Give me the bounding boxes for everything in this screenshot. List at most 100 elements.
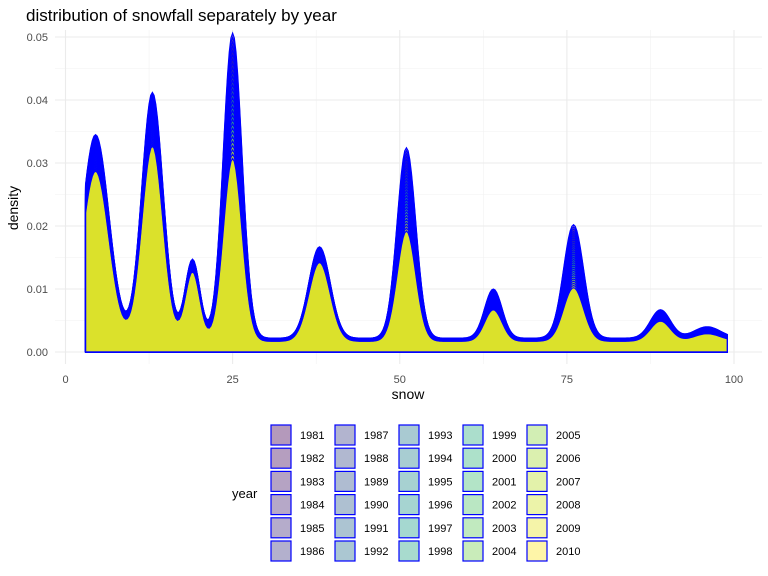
legend-swatch-2003 (462, 517, 484, 539)
legend-key-bg (398, 540, 420, 562)
legend-swatch-1984 (270, 494, 292, 516)
y-tick-label: 0.01 (27, 284, 48, 296)
legend-label-1983: 1983 (300, 476, 324, 488)
legend-swatch-1988 (334, 447, 356, 469)
legend-label-2010: 2010 (556, 546, 580, 558)
legend-label-2009: 2009 (556, 523, 580, 535)
x-axis-title: snow (392, 386, 426, 402)
legend-key-bg (398, 447, 420, 470)
x-tick-label: 25 (227, 374, 239, 386)
density-area-2010 (84, 144, 728, 353)
legend-label-2004: 2004 (492, 546, 516, 558)
legend-label-2005: 2005 (556, 430, 580, 442)
legend-label-1994: 1994 (428, 453, 452, 465)
legend-swatch-1983 (270, 470, 292, 492)
legend-label-1982: 1982 (300, 453, 324, 465)
legend-label-2008: 2008 (556, 500, 580, 512)
legend-swatch-1993 (398, 424, 420, 446)
legend-label-1999: 1999 (492, 430, 516, 442)
legend-key-bg (526, 516, 548, 539)
legend-key-bg (270, 470, 292, 493)
legend-label-1985: 1985 (300, 523, 324, 535)
x-tick-label: 50 (394, 374, 406, 386)
legend-label-2006: 2006 (556, 453, 580, 465)
axis-layer: 0 25 50 75 100 0.00 0.01 0.02 0.03 0.04 0.05 (27, 32, 744, 386)
legend-swatch-2007 (526, 470, 548, 492)
legend-swatch-1991 (334, 517, 356, 539)
legend-label-1989: 1989 (364, 476, 388, 488)
legend-label-2001: 2001 (492, 476, 516, 488)
legend-swatch-2009 (526, 517, 548, 539)
legend-swatch-1987 (334, 424, 356, 446)
density-layer (84, 31, 728, 353)
legend-label-2000: 2000 (492, 453, 516, 465)
legend-swatch-1998 (398, 540, 420, 562)
legend-label-1984: 1984 (300, 500, 324, 512)
y-axis-title: density (5, 186, 21, 230)
legend-key-bg (526, 493, 548, 516)
y-tick-label: 0.02 (27, 221, 48, 233)
legend-swatch-1990 (334, 494, 356, 516)
legend-key-bg (334, 516, 356, 539)
legend-label-1990: 1990 (364, 500, 388, 512)
legend-label-1997: 1997 (428, 523, 452, 535)
legend-label-2007: 2007 (556, 476, 580, 488)
chart-title: distribution of snowfall separately by y… (26, 6, 337, 25)
legend-key-bg (334, 424, 356, 446)
legend-key-bg (270, 516, 292, 539)
legend-key-bg (398, 516, 420, 539)
legend-key-bg (334, 493, 356, 516)
legend-swatch-1989 (334, 470, 356, 492)
x-tick-label: 0 (62, 374, 68, 386)
legend-swatch-2000 (462, 447, 484, 469)
legend-key-bg (526, 447, 548, 470)
legend-key-bg (334, 540, 356, 562)
legend-key-bg (462, 516, 484, 539)
legend-label-1988: 1988 (364, 453, 388, 465)
legend-label-1992: 1992 (364, 546, 388, 558)
legend-swatch-1996 (398, 494, 420, 516)
legend-label-2002: 2002 (492, 500, 516, 512)
legend-swatch-2008 (526, 494, 548, 516)
legend-key-bg (462, 424, 484, 446)
y-tick-label: 0.00 (27, 347, 48, 359)
legend-swatch-2001 (462, 470, 484, 492)
legend-key-bg (526, 470, 548, 493)
legend-key-bg (270, 493, 292, 516)
legend-key-bg (526, 540, 548, 562)
legend-key-bg (526, 424, 548, 446)
x-tick-label: 100 (725, 374, 743, 386)
legend-key-bg (334, 470, 356, 493)
legend-swatch-1982 (270, 447, 292, 469)
legend-label-1991: 1991 (364, 523, 388, 535)
legend-key-bg (398, 470, 420, 493)
legend-key-bg (270, 424, 292, 446)
legend-key-bg (398, 493, 420, 516)
legend-label-1987: 1987 (364, 430, 388, 442)
legend-key-bg (398, 424, 420, 446)
legend-label-1995: 1995 (428, 476, 452, 488)
legend-swatch-1995 (398, 470, 420, 492)
legend-swatch-1981 (270, 424, 292, 446)
legend-key-bg (270, 540, 292, 562)
legend-swatch-2002 (462, 494, 484, 516)
legend-key-bg (462, 470, 484, 493)
y-tick-label: 0.03 (27, 158, 48, 170)
legend-label-1981: 1981 (300, 430, 324, 442)
legend-key-bg (462, 493, 484, 516)
legend-title: year (232, 486, 258, 501)
legend-label-1996: 1996 (428, 500, 452, 512)
legend-label-1986: 1986 (300, 546, 324, 558)
legend: year 1981 1982 1983 1984 1985 1986 1987 1988 198… (232, 424, 580, 562)
legend-swatch-2010 (526, 540, 548, 562)
legend-swatch-1986 (270, 540, 292, 562)
legend-swatch-2005 (526, 424, 548, 446)
legend-swatch-1985 (270, 517, 292, 539)
legend-label-1998: 1998 (428, 546, 452, 558)
legend-key-bg (462, 447, 484, 470)
y-tick-label: 0.05 (27, 32, 48, 44)
legend-label-1993: 1993 (428, 430, 452, 442)
legend-swatch-1994 (398, 447, 420, 469)
